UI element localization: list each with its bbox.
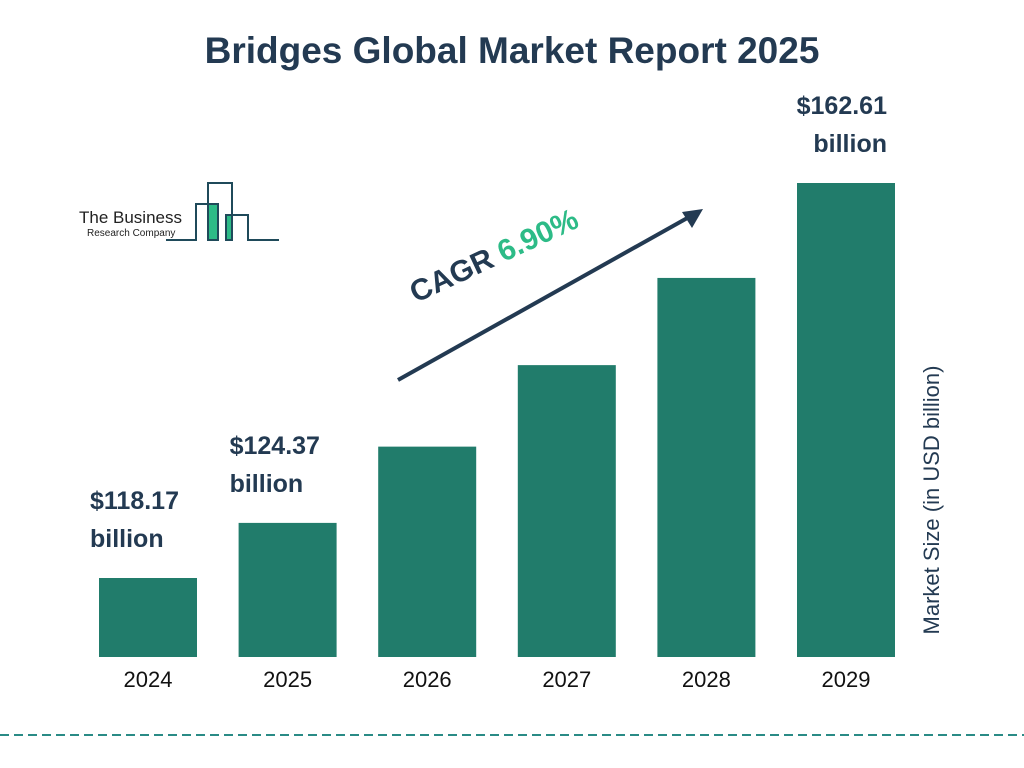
bar-2027 [517,365,616,657]
x-tick-label: 2026 [403,667,452,692]
data-label-unit: billion [813,130,887,158]
data-label-2029: $162.61 billion [791,87,887,163]
data-label-2024: $118.17 billion [90,482,179,558]
data-label-unit: billion [90,525,164,553]
data-label-value: $162.61 [796,92,887,120]
chart-title: Bridges Global Market Report 2025 [204,30,820,71]
bar-2025 [238,522,337,657]
x-tick-label: 2027 [542,667,591,692]
x-tick-label: 2025 [263,667,312,692]
x-tick-label: 2024 [124,667,173,692]
bar-2029 [797,183,895,657]
logo-line1: The Business [79,208,182,227]
logo-line2: Research Company [87,228,175,239]
x-tick-label: 2029 [822,667,871,692]
x-tick-label: 2028 [682,667,731,692]
data-label-value: $118.17 [90,487,179,515]
bar-2026 [378,446,477,657]
logo: The Business Research Company [79,182,279,241]
data-label-2025: $124.37 billion [230,427,320,503]
y-axis-label: Market Size (in USD billion) [919,365,944,635]
bar-2024 [99,578,197,657]
data-label-unit: billion [229,469,304,498]
cagr-arrow [397,210,699,382]
cagr-arrowhead [682,209,703,228]
bar-2028 [657,277,756,657]
data-label-value: $124.37 [229,431,320,460]
